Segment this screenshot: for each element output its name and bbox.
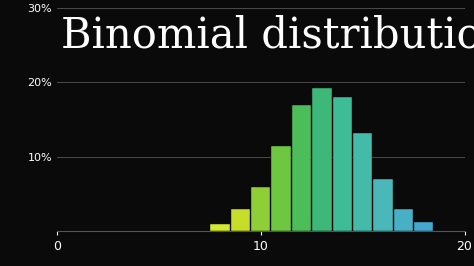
Bar (292, 105, 311, 231)
Text: Binomial distribution: Binomial distribution (61, 15, 474, 57)
Bar (210, 224, 229, 231)
Bar (333, 97, 352, 231)
Bar (312, 88, 331, 231)
Bar (272, 146, 291, 231)
Bar (353, 133, 372, 231)
Bar (374, 179, 392, 231)
Bar (394, 209, 413, 231)
Bar (414, 222, 433, 231)
Bar (251, 187, 270, 231)
Bar (231, 209, 250, 231)
